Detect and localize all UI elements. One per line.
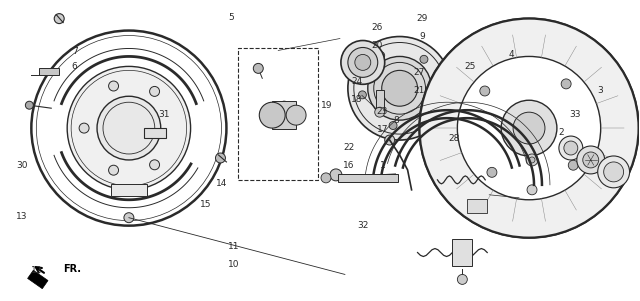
Circle shape: [109, 165, 118, 175]
Circle shape: [428, 103, 436, 111]
Circle shape: [377, 51, 385, 60]
Circle shape: [420, 19, 639, 237]
Circle shape: [341, 41, 385, 84]
Circle shape: [526, 154, 538, 166]
Text: 27: 27: [413, 68, 424, 77]
Text: 14: 14: [216, 179, 227, 188]
Text: 7: 7: [72, 47, 77, 56]
Bar: [111, 184, 147, 196]
Text: 30: 30: [16, 161, 28, 170]
Text: 32: 32: [358, 221, 369, 230]
Circle shape: [54, 14, 64, 23]
Circle shape: [501, 100, 557, 156]
Text: 3: 3: [597, 86, 603, 95]
Text: 31: 31: [158, 110, 170, 119]
Circle shape: [286, 105, 306, 125]
Circle shape: [564, 141, 578, 155]
Circle shape: [259, 102, 285, 128]
Text: 28: 28: [448, 134, 460, 143]
Circle shape: [321, 173, 331, 183]
Text: 21: 21: [413, 86, 424, 95]
Circle shape: [598, 156, 630, 188]
Circle shape: [381, 70, 417, 106]
Text: 17: 17: [377, 125, 388, 134]
Circle shape: [561, 79, 571, 89]
Text: 8: 8: [394, 116, 399, 125]
Text: 29: 29: [416, 14, 428, 23]
Bar: [467, 199, 487, 213]
Text: 13: 13: [16, 212, 28, 221]
Circle shape: [577, 146, 605, 174]
Text: 5: 5: [228, 13, 234, 22]
Circle shape: [583, 152, 598, 168]
Circle shape: [375, 107, 385, 117]
Circle shape: [420, 19, 639, 237]
Text: 33: 33: [569, 110, 580, 119]
Bar: [452, 239, 472, 266]
Text: 18: 18: [351, 95, 363, 104]
Circle shape: [458, 275, 467, 284]
Circle shape: [458, 56, 601, 200]
Circle shape: [487, 167, 497, 177]
Text: 11: 11: [228, 242, 240, 251]
Text: 20: 20: [372, 41, 383, 50]
Circle shape: [368, 56, 431, 120]
Text: 12: 12: [31, 266, 42, 275]
Bar: [39, 68, 60, 75]
Bar: [338, 174, 397, 182]
Circle shape: [67, 67, 191, 190]
Circle shape: [358, 91, 366, 99]
Bar: [272, 101, 296, 129]
Circle shape: [480, 86, 490, 96]
Text: 1: 1: [380, 161, 385, 170]
Circle shape: [513, 112, 545, 144]
Text: 26: 26: [372, 23, 383, 32]
Circle shape: [150, 160, 159, 170]
Text: 10: 10: [228, 260, 240, 269]
Circle shape: [529, 157, 535, 163]
Bar: [28, 270, 48, 289]
Circle shape: [389, 122, 397, 129]
Bar: [376, 90, 384, 112]
Bar: [144, 128, 166, 138]
Text: 6: 6: [72, 62, 77, 71]
Text: 16: 16: [343, 161, 355, 170]
Circle shape: [97, 96, 161, 160]
Circle shape: [355, 54, 371, 70]
Circle shape: [109, 81, 118, 91]
Text: 2: 2: [558, 128, 564, 137]
Text: 25: 25: [464, 62, 476, 71]
Circle shape: [330, 169, 342, 181]
Circle shape: [124, 213, 134, 223]
Text: 22: 22: [343, 143, 355, 152]
Circle shape: [216, 153, 225, 163]
Circle shape: [604, 162, 623, 182]
Circle shape: [26, 101, 33, 109]
Circle shape: [559, 136, 583, 160]
Circle shape: [568, 160, 578, 170]
Text: 23: 23: [377, 107, 388, 116]
Bar: [238, 48, 318, 180]
Circle shape: [348, 36, 451, 140]
Circle shape: [420, 55, 428, 63]
Circle shape: [253, 64, 263, 73]
Text: 19: 19: [321, 101, 332, 110]
Text: 4: 4: [508, 50, 514, 59]
Text: 9: 9: [419, 32, 425, 41]
Ellipse shape: [276, 101, 292, 129]
Text: 24: 24: [351, 77, 363, 86]
Circle shape: [150, 86, 159, 96]
Circle shape: [348, 48, 378, 77]
Circle shape: [385, 135, 395, 145]
Circle shape: [527, 185, 537, 195]
Text: FR.: FR.: [63, 265, 81, 275]
Text: 15: 15: [200, 200, 211, 209]
Circle shape: [79, 123, 89, 133]
